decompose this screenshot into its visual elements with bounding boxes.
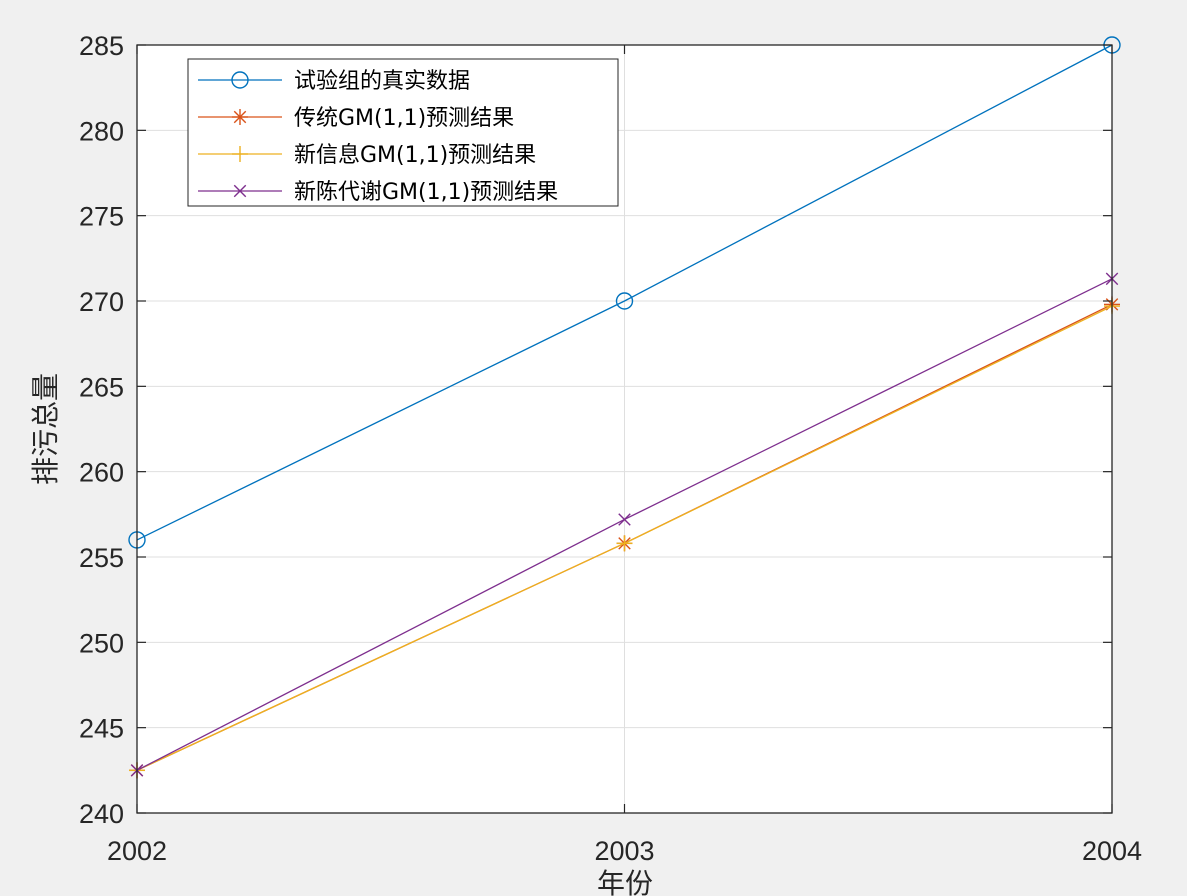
y-tick-label: 275 [79, 202, 124, 232]
y-tick-label: 280 [79, 116, 124, 146]
legend-label: 传统GM(1,1)预测结果 [294, 106, 514, 131]
plus-marker [232, 146, 248, 162]
marker-stroke [618, 513, 631, 526]
x-marker [618, 513, 631, 526]
y-tick-label: 265 [79, 372, 124, 402]
x-marker [233, 184, 247, 198]
y-tick-label: 240 [79, 799, 124, 829]
x-tick-label: 2002 [107, 836, 167, 866]
legend-entry: 传统GM(1,1)预测结果 [198, 106, 514, 131]
y-tick-label: 250 [79, 628, 124, 658]
legend-entry: 试验组的真实数据 [198, 69, 470, 94]
legend-label: 试验组的真实数据 [294, 69, 470, 94]
legend-entry: 新信息GM(1,1)预测结果 [198, 143, 536, 168]
y-tick-label: 245 [79, 714, 124, 744]
y-tick-label: 270 [79, 287, 124, 317]
legend-label: 新信息GM(1,1)预测结果 [294, 143, 536, 168]
marker-stroke [233, 184, 247, 198]
legend-box [187, 58, 619, 207]
tick-marks [136, 44, 1113, 814]
marker-stroke [233, 110, 247, 124]
marker-shape [231, 71, 249, 89]
legend-label: 新陈代谢GM(1,1)预测结果 [294, 180, 558, 205]
series-line [136, 44, 1113, 541]
circle-marker [615, 292, 634, 310]
marker-shape [615, 292, 634, 310]
y-tick-label: 260 [79, 458, 124, 488]
asterisk-marker [232, 109, 248, 125]
tick-labels: 240 245 250 255 260 265 270 275 280 285 2002 2003 20… [79, 31, 1142, 866]
legend-entry: 新陈代谢GM(1,1)预测结果 [198, 180, 558, 205]
y-tick-label: 255 [79, 543, 124, 573]
circle-marker [231, 71, 249, 89]
x-tick-label: 2004 [1082, 836, 1142, 866]
plus-marker [616, 535, 633, 552]
y-axis-label: 排污总量 [29, 373, 62, 485]
x-axis-label: 年份 [597, 867, 653, 896]
x-tick-label: 2003 [594, 836, 654, 866]
legend: 试验组的真实数据传统GM(1,1)预测结果新信息GM(1,1)预测结果新陈代谢G… [187, 58, 619, 207]
y-tick-label: 285 [79, 31, 124, 61]
